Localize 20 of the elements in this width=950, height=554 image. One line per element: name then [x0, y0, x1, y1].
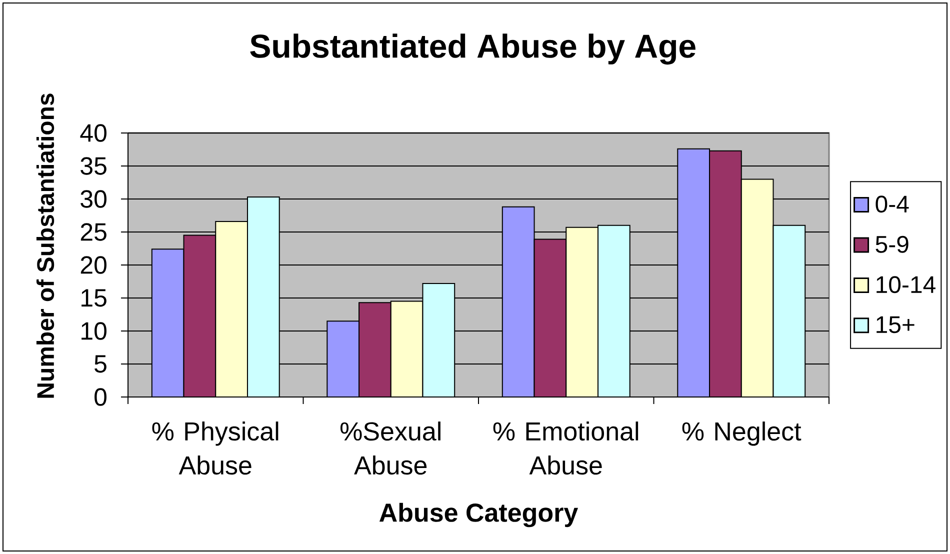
x-axis-title: Abuse Category: [379, 502, 578, 528]
chart-title: Substantiated Abuse by Age: [250, 34, 696, 65]
y-tick-label: 0: [94, 388, 106, 406]
legend-label: 5-9: [876, 236, 908, 253]
y-tick-label: 10: [82, 322, 106, 340]
y-axis-title: Number of Substantiations: [36, 94, 54, 398]
y-tick-label: 15: [82, 289, 106, 307]
legend-label: 0-4: [876, 196, 909, 213]
legend-label: 10-14: [876, 276, 936, 294]
x-tick-label: %Sexual Abuse: [340, 422, 440, 475]
legend-label: 15+: [876, 316, 914, 334]
x-tick-label: % Physical Abuse: [152, 422, 278, 475]
y-tick-label: 40: [80, 124, 106, 142]
y-tick-label: 5: [94, 355, 106, 373]
y-tick-label: 25: [80, 223, 106, 241]
y-tick-label: 30: [80, 190, 106, 208]
x-tick-label: % Emotional Abuse: [493, 422, 638, 475]
y-tick-label: 35: [80, 157, 106, 175]
x-tick-label: % Neglect: [682, 422, 802, 446]
y-tick-label: 20: [80, 256, 106, 274]
